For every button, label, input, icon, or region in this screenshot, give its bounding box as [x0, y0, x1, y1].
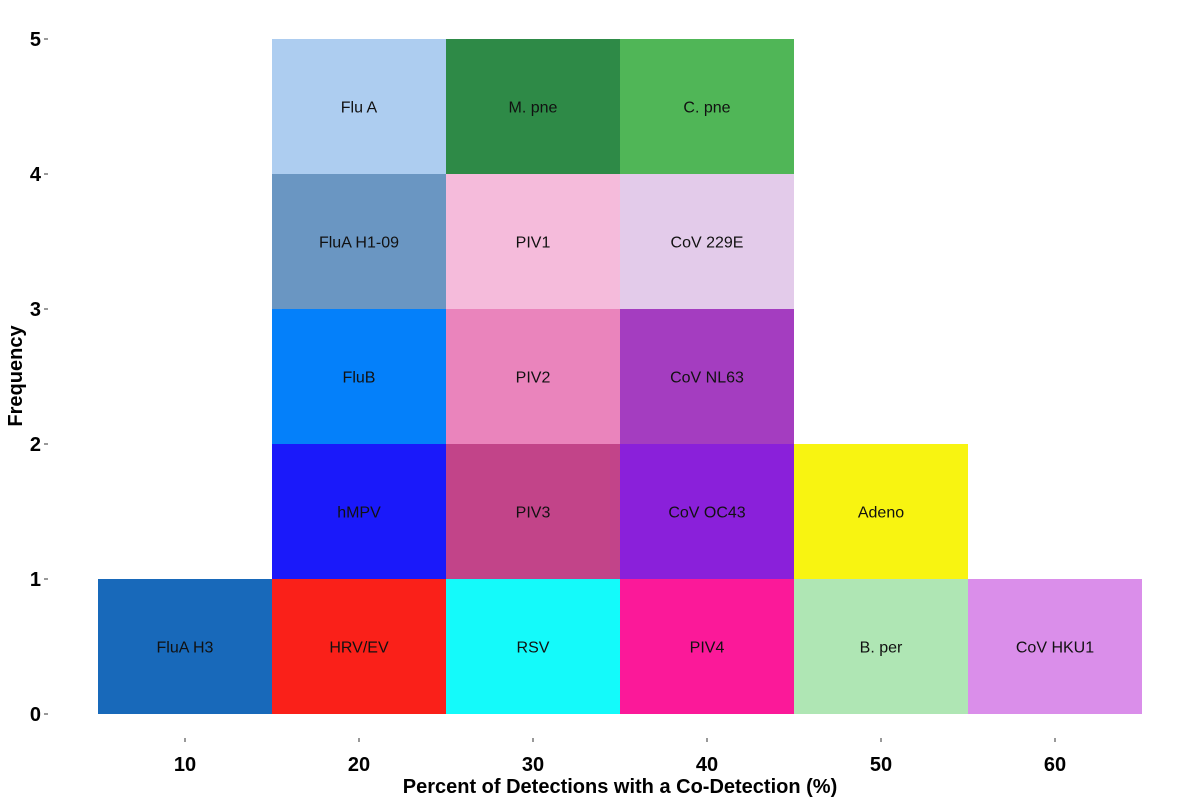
tile-label-b-per: B. per	[860, 640, 903, 657]
y-axis: 0 1 2 3 4 5	[30, 29, 48, 726]
tile-hrv-ev	[272, 579, 446, 714]
tile-label-piv4: PIV4	[690, 640, 725, 657]
tile-flua-h1-09	[272, 174, 446, 309]
tile-label-piv2: PIV2	[516, 370, 551, 387]
y-tick-label-3: 3	[30, 299, 41, 321]
tile-label-flua-h3: FluA H3	[157, 640, 214, 657]
tile-piv4	[620, 579, 794, 714]
tile-adeno	[794, 444, 968, 579]
tile-label-flub: FluB	[343, 370, 376, 387]
tile-label-adeno: Adeno	[858, 505, 904, 522]
tile-piv1	[446, 174, 620, 309]
x-tick-label-40: 40	[696, 754, 718, 776]
y-tick-label-5: 5	[30, 29, 41, 51]
x-tick-label-50: 50	[870, 754, 892, 776]
tile-label-cov-nl63: CoV NL63	[670, 370, 744, 387]
y-axis-title: Frequency	[5, 325, 27, 427]
tile-label-cov-hku1: CoV HKU1	[1016, 640, 1094, 657]
tile-rsv	[446, 579, 620, 714]
tile-label-piv3: PIV3	[516, 505, 551, 522]
tile-label-cov-oc43: CoV OC43	[668, 505, 745, 522]
tile-flua-h3	[98, 579, 272, 714]
x-tick-label-30: 30	[522, 754, 544, 776]
tile-piv2	[446, 309, 620, 444]
tile-cov-nl63	[620, 309, 794, 444]
tile-label-hmpv: hMPV	[337, 505, 381, 522]
y-tick-label-0: 0	[30, 704, 41, 726]
tile-label-c-pne: C. pne	[683, 100, 730, 117]
tile-label-m-pne: M. pne	[509, 100, 558, 117]
x-axis-title: Percent of Detections with a Co-Detectio…	[403, 776, 838, 798]
tile-cov-229e	[620, 174, 794, 309]
tile-cov-oc43	[620, 444, 794, 579]
x-tick-label-10: 10	[174, 754, 196, 776]
tile-label-flu-a: Flu A	[341, 100, 378, 117]
x-tick-label-20: 20	[348, 754, 370, 776]
y-tick-label-4: 4	[30, 164, 42, 186]
tile-m-pne	[446, 39, 620, 174]
y-tick-label-2: 2	[30, 434, 41, 456]
tile-piv3	[446, 444, 620, 579]
tile-cov-hku1	[968, 579, 1142, 714]
y-tick-label-1: 1	[30, 569, 41, 591]
tile-b-per	[794, 579, 968, 714]
tile-label-flua-h1-09: FluA H1-09	[319, 235, 399, 252]
tile-label-hrv-ev: HRV/EV	[329, 640, 389, 657]
tile-flub	[272, 309, 446, 444]
x-tick-label-60: 60	[1044, 754, 1066, 776]
tile-label-rsv: RSV	[517, 640, 550, 657]
tile-label-piv1: PIV1	[516, 235, 551, 252]
tile-c-pne	[620, 39, 794, 174]
tiles-layer: FluA H3 HRV/EV hMPV FluB FluA H1-09 Flu A RSV P…	[98, 39, 1142, 714]
tile-hmpv	[272, 444, 446, 579]
x-axis: 10 20 30 40 50 60	[174, 738, 1066, 776]
tile-flu-a	[272, 39, 446, 174]
tile-label-cov-229e: CoV 229E	[671, 235, 744, 252]
